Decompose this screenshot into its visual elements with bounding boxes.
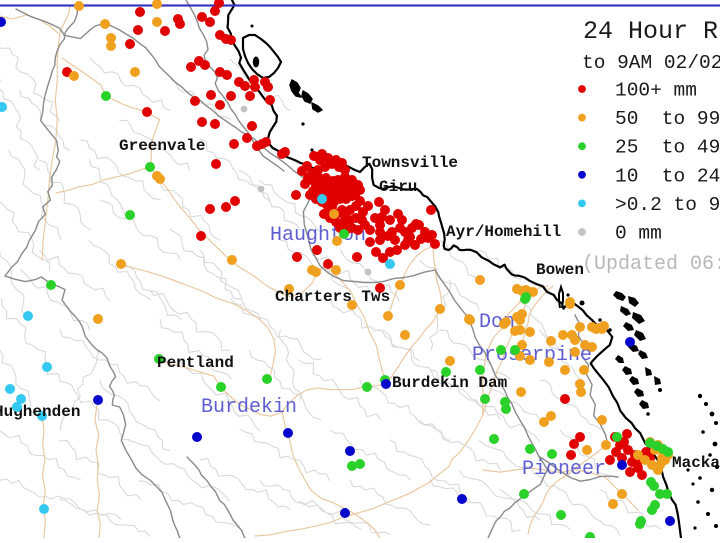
svg-text:Greenvale: Greenvale	[119, 137, 205, 155]
svg-text:50 to 99: 50 to 99	[615, 108, 720, 130]
svg-text:>0.2 to 9: >0.2 to 9	[615, 194, 720, 216]
svg-text:Pioneer: Pioneer	[522, 458, 606, 481]
svg-text:10 to 24: 10 to 24	[615, 165, 720, 187]
svg-text:(Updated 06:: (Updated 06:	[582, 253, 720, 276]
svg-text:0 mm: 0 mm	[615, 223, 662, 245]
svg-text:Pentland: Pentland	[157, 354, 234, 372]
svg-text:Townsville: Townsville	[362, 154, 458, 172]
svg-text:25 to 49: 25 to 49	[615, 137, 720, 159]
svg-text:Burdekin: Burdekin	[201, 396, 297, 419]
svg-text:100+ mm: 100+ mm	[615, 80, 697, 102]
svg-text:Bowen: Bowen	[536, 261, 584, 279]
svg-text:Charters Tws: Charters Tws	[275, 288, 390, 306]
svg-text:Ayr/Homehill: Ayr/Homehill	[446, 223, 561, 241]
svg-text:Burdekin Dam: Burdekin Dam	[392, 374, 508, 392]
svg-text:Mackay: Mackay	[672, 454, 720, 472]
svg-text:24 Hour R: 24 Hour R	[583, 17, 718, 46]
svg-text:Giru: Giru	[379, 178, 417, 196]
svg-text:Hughenden: Hughenden	[0, 403, 80, 421]
svg-text:to 9AM 02/02: to 9AM 02/02	[582, 52, 720, 74]
